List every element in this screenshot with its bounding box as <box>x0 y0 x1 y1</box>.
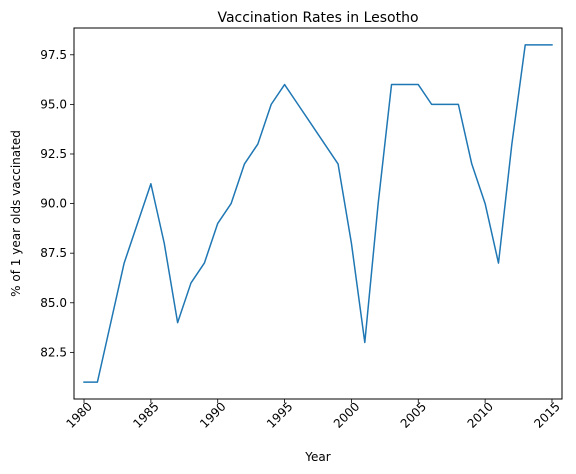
chart-title: Vaccination Rates in Lesotho <box>217 10 418 26</box>
y-tick-label: 92.5 <box>40 147 67 161</box>
y-tick-label: 87.5 <box>40 246 67 260</box>
x-axis-label: Year <box>304 450 330 464</box>
y-tick-label: 85.0 <box>40 296 67 310</box>
y-tick-label: 97.5 <box>40 48 67 62</box>
axes-frame <box>73 27 563 400</box>
y-tick-label: 90.0 <box>40 197 67 211</box>
plot-area <box>83 44 553 383</box>
series-line <box>83 44 553 383</box>
y-tick-label: 82.5 <box>40 345 67 359</box>
y-axis-label: % of 1 year olds vaccinated <box>9 130 23 297</box>
y-tick-label: 95.0 <box>40 97 67 111</box>
